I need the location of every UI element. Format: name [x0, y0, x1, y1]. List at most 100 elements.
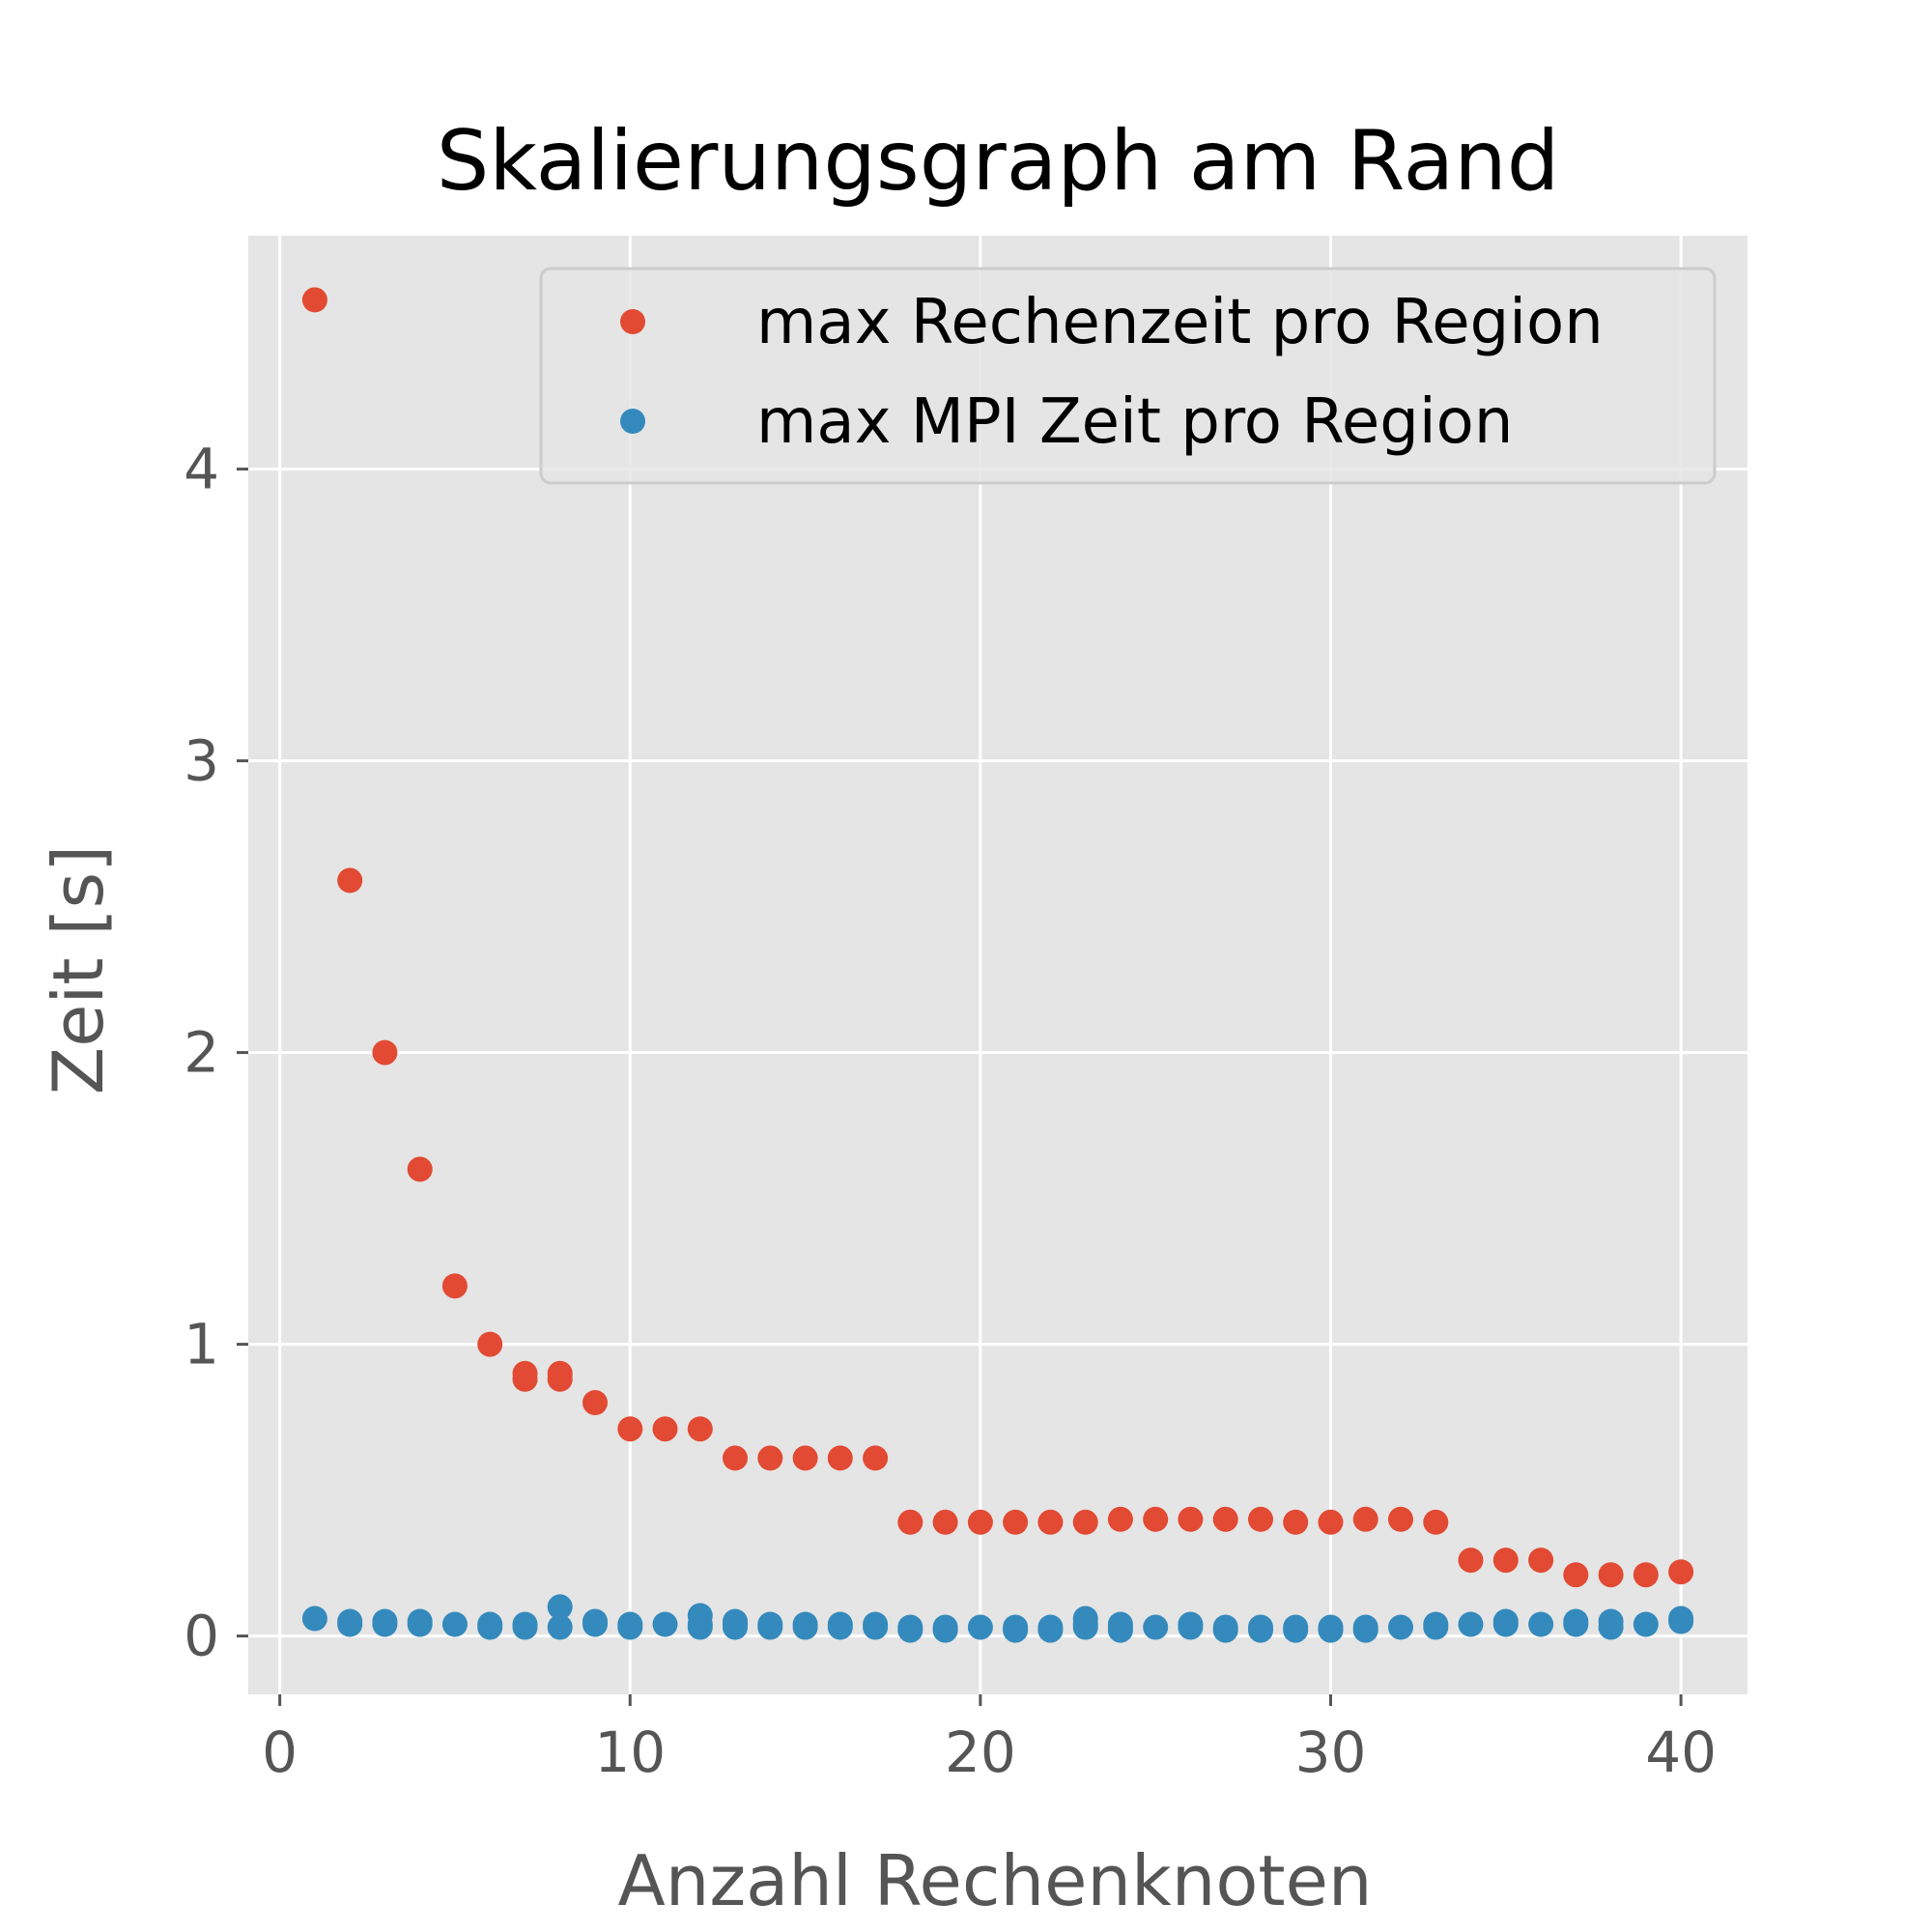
data-point: [477, 1331, 503, 1357]
data-point: [1318, 1617, 1344, 1643]
data-point: [477, 1611, 503, 1637]
data-points: [301, 287, 1694, 1643]
data-point: [547, 1366, 573, 1392]
data-point: [1072, 1611, 1098, 1637]
data-point: [1388, 1506, 1413, 1532]
y-tick-label: 0: [184, 1604, 219, 1669]
data-point: [1633, 1611, 1659, 1637]
series-mpi-zeit: [301, 1594, 1694, 1643]
data-point: [301, 1605, 327, 1632]
data-point: [1423, 1614, 1449, 1640]
y-tick-label: 3: [184, 728, 219, 794]
legend-marker-mpi-zeit: [620, 409, 645, 434]
data-point: [932, 1617, 958, 1643]
data-point: [617, 1416, 643, 1442]
x-tick-label: 10: [594, 1719, 666, 1785]
data-point: [337, 1608, 363, 1634]
data-point: [1003, 1617, 1029, 1643]
x-tick-label: 20: [945, 1719, 1016, 1785]
data-point: [723, 1445, 748, 1471]
data-point: [1318, 1509, 1344, 1535]
data-point: [1107, 1506, 1133, 1532]
data-point: [1352, 1506, 1378, 1532]
data-point: [652, 1611, 678, 1637]
data-point: [792, 1445, 818, 1471]
data-point: [1178, 1614, 1204, 1640]
axes: 0 10 20 30 40 0 1 2 3 4: [184, 437, 1717, 1785]
data-point: [372, 1039, 398, 1065]
data-point: [337, 867, 363, 894]
data-point: [687, 1416, 713, 1442]
data-point: [757, 1445, 783, 1471]
data-point: [1248, 1506, 1273, 1532]
data-point: [1423, 1509, 1449, 1535]
data-point: [1283, 1509, 1309, 1535]
chart-title: Skalierungsgraph am Rand: [437, 113, 1560, 210]
data-point: [967, 1614, 993, 1640]
data-point: [1212, 1617, 1238, 1643]
legend-label-mpi-zeit: max MPI Zeit pro Region: [756, 386, 1513, 458]
data-point: [547, 1614, 573, 1640]
x-tick-label: 40: [1645, 1719, 1717, 1785]
data-point: [1492, 1608, 1519, 1634]
y-tick-label: 2: [184, 1020, 219, 1086]
data-point: [827, 1611, 853, 1637]
data-point: [1143, 1506, 1169, 1532]
series-rechenzeit: [301, 287, 1694, 1588]
data-point: [1598, 1614, 1624, 1640]
data-point: [723, 1614, 748, 1640]
data-point: [967, 1509, 993, 1535]
data-point: [687, 1614, 713, 1640]
data-point: [932, 1509, 958, 1535]
data-point: [1143, 1614, 1169, 1640]
data-point: [1003, 1509, 1029, 1535]
data-point: [1107, 1617, 1133, 1643]
y-axis-label: Zeit [s]: [38, 845, 119, 1094]
data-point: [1563, 1611, 1589, 1637]
data-point: [863, 1614, 889, 1640]
data-point: [757, 1614, 783, 1640]
data-point: [792, 1611, 818, 1637]
legend-marker-rechenzeit: [620, 309, 645, 334]
data-point: [617, 1611, 643, 1637]
data-point: [441, 1273, 468, 1299]
data-point: [1633, 1562, 1659, 1588]
data-point: [1352, 1617, 1378, 1643]
data-point: [407, 1608, 433, 1634]
data-point: [897, 1617, 923, 1643]
data-point: [1283, 1617, 1309, 1643]
x-tick-label: 0: [262, 1719, 298, 1785]
data-point: [1528, 1611, 1554, 1637]
data-point: [1037, 1509, 1064, 1535]
data-point: [582, 1608, 608, 1634]
legend: max Rechenzeit pro Region max MPI Zeit p…: [539, 267, 1717, 485]
x-tick-label: 30: [1295, 1719, 1367, 1785]
data-point: [1458, 1548, 1484, 1574]
data-point: [1212, 1506, 1238, 1532]
data-point: [827, 1445, 853, 1471]
data-point: [372, 1608, 398, 1634]
data-point: [512, 1611, 538, 1637]
data-point: [1492, 1548, 1519, 1574]
data-point: [1388, 1614, 1413, 1640]
data-point: [1178, 1506, 1204, 1532]
data-point: [547, 1594, 573, 1620]
data-point: [1248, 1617, 1273, 1643]
y-tick-label: 1: [184, 1312, 219, 1378]
legend-label-rechenzeit: max Rechenzeit pro Region: [756, 287, 1604, 358]
legend-box: [539, 267, 1717, 485]
data-point: [407, 1156, 433, 1182]
data-point: [301, 287, 327, 313]
data-point: [1458, 1611, 1484, 1637]
data-point: [1528, 1548, 1554, 1574]
data-point: [863, 1445, 889, 1471]
data-point: [652, 1416, 678, 1442]
x-axis-label: Anzahl Rechenknoten: [617, 1840, 1372, 1921]
data-point: [897, 1509, 923, 1535]
data-point: [1668, 1559, 1694, 1585]
data-point: [1072, 1509, 1098, 1535]
data-point: [1668, 1605, 1694, 1632]
y-tick-label: 4: [184, 437, 219, 502]
